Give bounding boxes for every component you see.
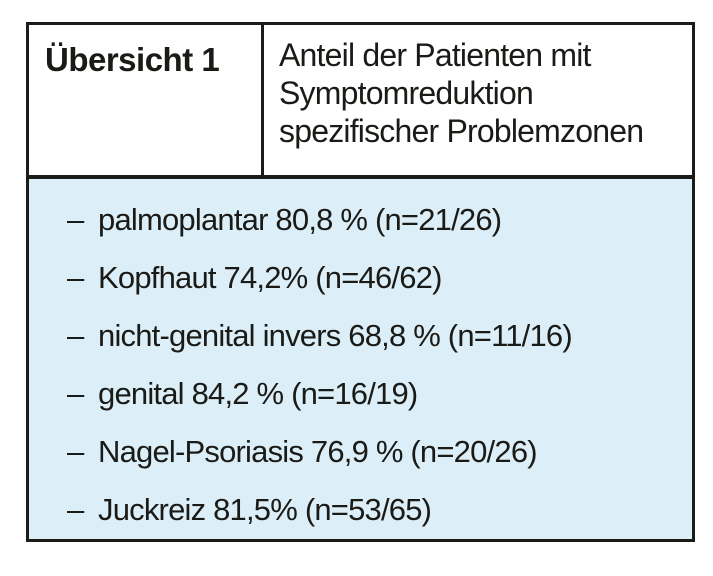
overview-title-line-3: spezifischer Problemzonen [279, 113, 644, 149]
dash-bullet: – [67, 260, 84, 295]
dash-bullet: – [67, 202, 84, 237]
list-item-text: palmoplantar 80,8 % (n=21/26) [98, 202, 502, 237]
list-item-text: Nagel-Psoriasis 76,9 % (n=20/26) [98, 434, 538, 469]
list-item-text: nicht-genital invers 68,8 % (n=11/16) [98, 318, 573, 353]
list-item: – genital 84,2 % (n=16/19) [67, 378, 686, 410]
list-item-text: genital 84,2 % (n=16/19) [98, 376, 418, 411]
list-item-text: Kopfhaut 74,2% (n=46/62) [98, 260, 442, 295]
list-item: – Kopfhaut 74,2% (n=46/62) [67, 262, 686, 294]
overview-title-line-2: Symptomreduktion [279, 75, 534, 111]
overview-item-panel: – palmoplantar 80,8 % (n=21/26) – Kopfha… [26, 176, 695, 542]
list-item: – palmoplantar 80,8 % (n=21/26) [67, 204, 686, 236]
dash-bullet: – [67, 318, 84, 353]
overview-box: Übersicht 1 Anteil der Patienten mit Sym… [26, 22, 695, 542]
overview-label-cell: Übersicht 1 [29, 25, 264, 175]
overview-title-line-1: Anteil der Patienten mit [279, 37, 591, 73]
overview-title-cell: Anteil der Patienten mit Symptomreduktio… [264, 25, 692, 175]
list-item: – nicht-genital invers 68,8 % (n=11/16) [67, 320, 686, 352]
list-item: – Nagel-Psoriasis 76,9 % (n=20/26) [67, 436, 686, 468]
dash-bullet: – [67, 376, 84, 411]
list-item-text: Juckreiz 81,5% (n=53/65) [98, 492, 432, 527]
list-item: – Juckreiz 81,5% (n=53/65) [67, 494, 686, 526]
overview-header-row: Übersicht 1 Anteil der Patienten mit Sym… [26, 22, 695, 178]
dash-bullet: – [67, 492, 84, 527]
overview-label: Übersicht 1 [45, 41, 220, 78]
dash-bullet: – [67, 434, 84, 469]
